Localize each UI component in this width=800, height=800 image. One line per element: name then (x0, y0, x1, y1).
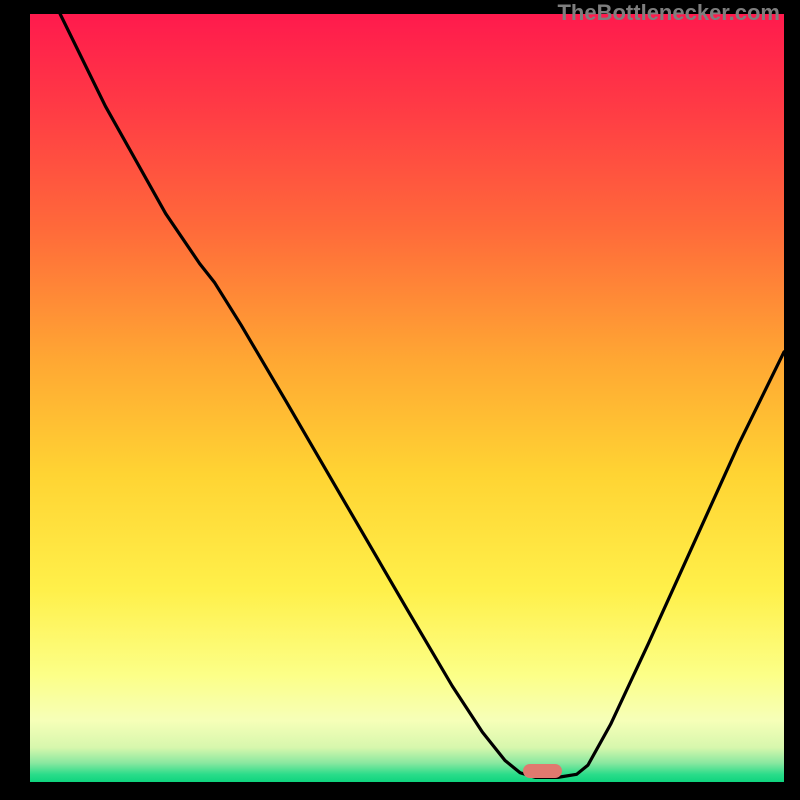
chart-frame (26, 10, 780, 778)
watermark-label: TheBottlenecker.com (557, 0, 780, 25)
optimum-marker (523, 764, 562, 778)
plot-area (30, 14, 784, 782)
gradient-background (30, 14, 784, 782)
chart-svg (30, 14, 784, 782)
watermark-text: TheBottlenecker.com (557, 0, 780, 26)
